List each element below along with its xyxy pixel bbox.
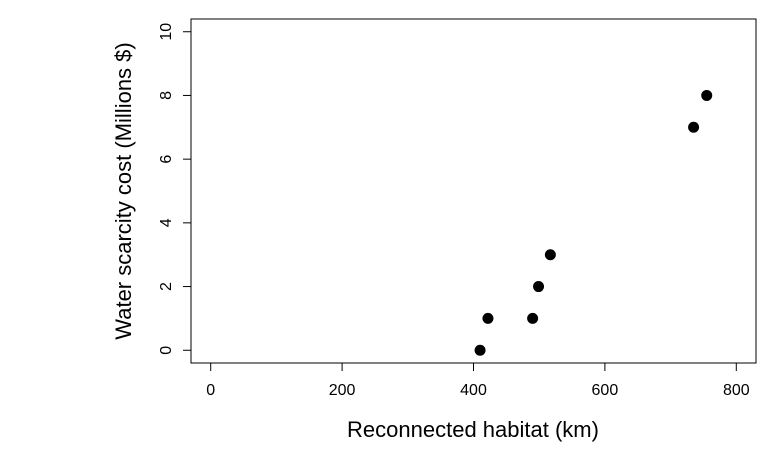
- y-tick-label: 2: [158, 282, 175, 291]
- y-tick-label: 8: [158, 91, 175, 100]
- data-point: [474, 344, 486, 356]
- data-point: [688, 121, 700, 133]
- data-point: [533, 281, 545, 293]
- y-tick-label: 0: [158, 346, 175, 355]
- x-tick-label: 400: [460, 382, 487, 399]
- data-point: [544, 249, 556, 261]
- plot-frame: [190, 18, 757, 364]
- y-tick-label: 10: [158, 23, 175, 41]
- x-tick-label: 600: [592, 382, 619, 399]
- data-point: [701, 89, 713, 101]
- y-axis-label: Water scarcity cost (Millions $): [111, 42, 136, 339]
- y-axis: 0 2 4 6 8 10: [158, 23, 192, 355]
- data-point: [527, 312, 539, 324]
- x-axis: 0 200 400 600 800: [206, 362, 750, 399]
- x-tick-label: 0: [206, 382, 215, 399]
- data-points: [474, 89, 713, 356]
- data-point: [482, 312, 494, 324]
- y-tick-label: 4: [158, 218, 175, 227]
- x-tick-label: 800: [723, 382, 750, 399]
- y-tick-label: 6: [158, 155, 175, 164]
- x-tick-label: 200: [329, 382, 356, 399]
- x-axis-label: Reconnected habitat (km): [347, 417, 599, 442]
